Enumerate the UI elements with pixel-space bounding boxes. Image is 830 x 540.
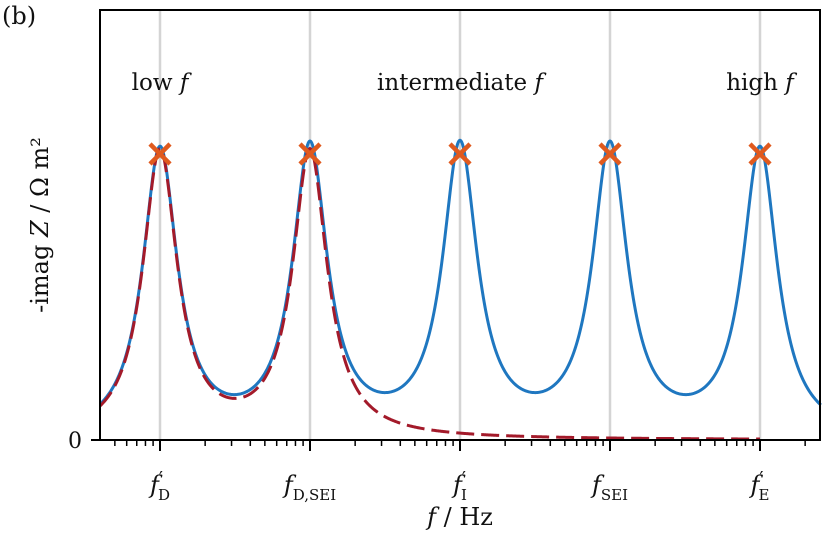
y-axis-label: -imag Z / Ω m² [26,137,54,313]
region-label-0: low f [132,70,192,96]
gridlines [158,10,762,440]
peak-marker-4 [748,142,772,166]
peak-marker-3 [598,142,622,166]
x-tick-label-1: fD,SEI [282,471,336,504]
major-ticks [91,439,761,451]
series-layer [98,138,822,441]
peak-markers [148,142,772,166]
x-tick-label-4: f′ E [749,468,770,504]
peak-marker-1 [298,142,322,166]
x-tick-label-2: f′ I [451,468,467,504]
region-labels: low f intermediate f high f [132,70,798,96]
peak-marker-2 [448,142,472,166]
x-tick-label-0: f′ D [148,468,170,504]
x-tick-labels: f′ D fD,SEI f′ I fSEI f′ E [148,468,769,504]
region-label-1: intermediate f [377,70,546,96]
panel-label: (b) [2,2,36,30]
series-0 [98,138,822,407]
plot-frame [99,9,821,441]
series-1 [98,147,761,441]
x-axis-label: f / Hz [425,503,493,531]
region-label-2: high f [726,70,797,96]
x-tick-label-3: fSEI [590,471,628,504]
y-tick-label-zero: 0 [68,429,82,454]
peak-marker-0 [148,142,172,166]
